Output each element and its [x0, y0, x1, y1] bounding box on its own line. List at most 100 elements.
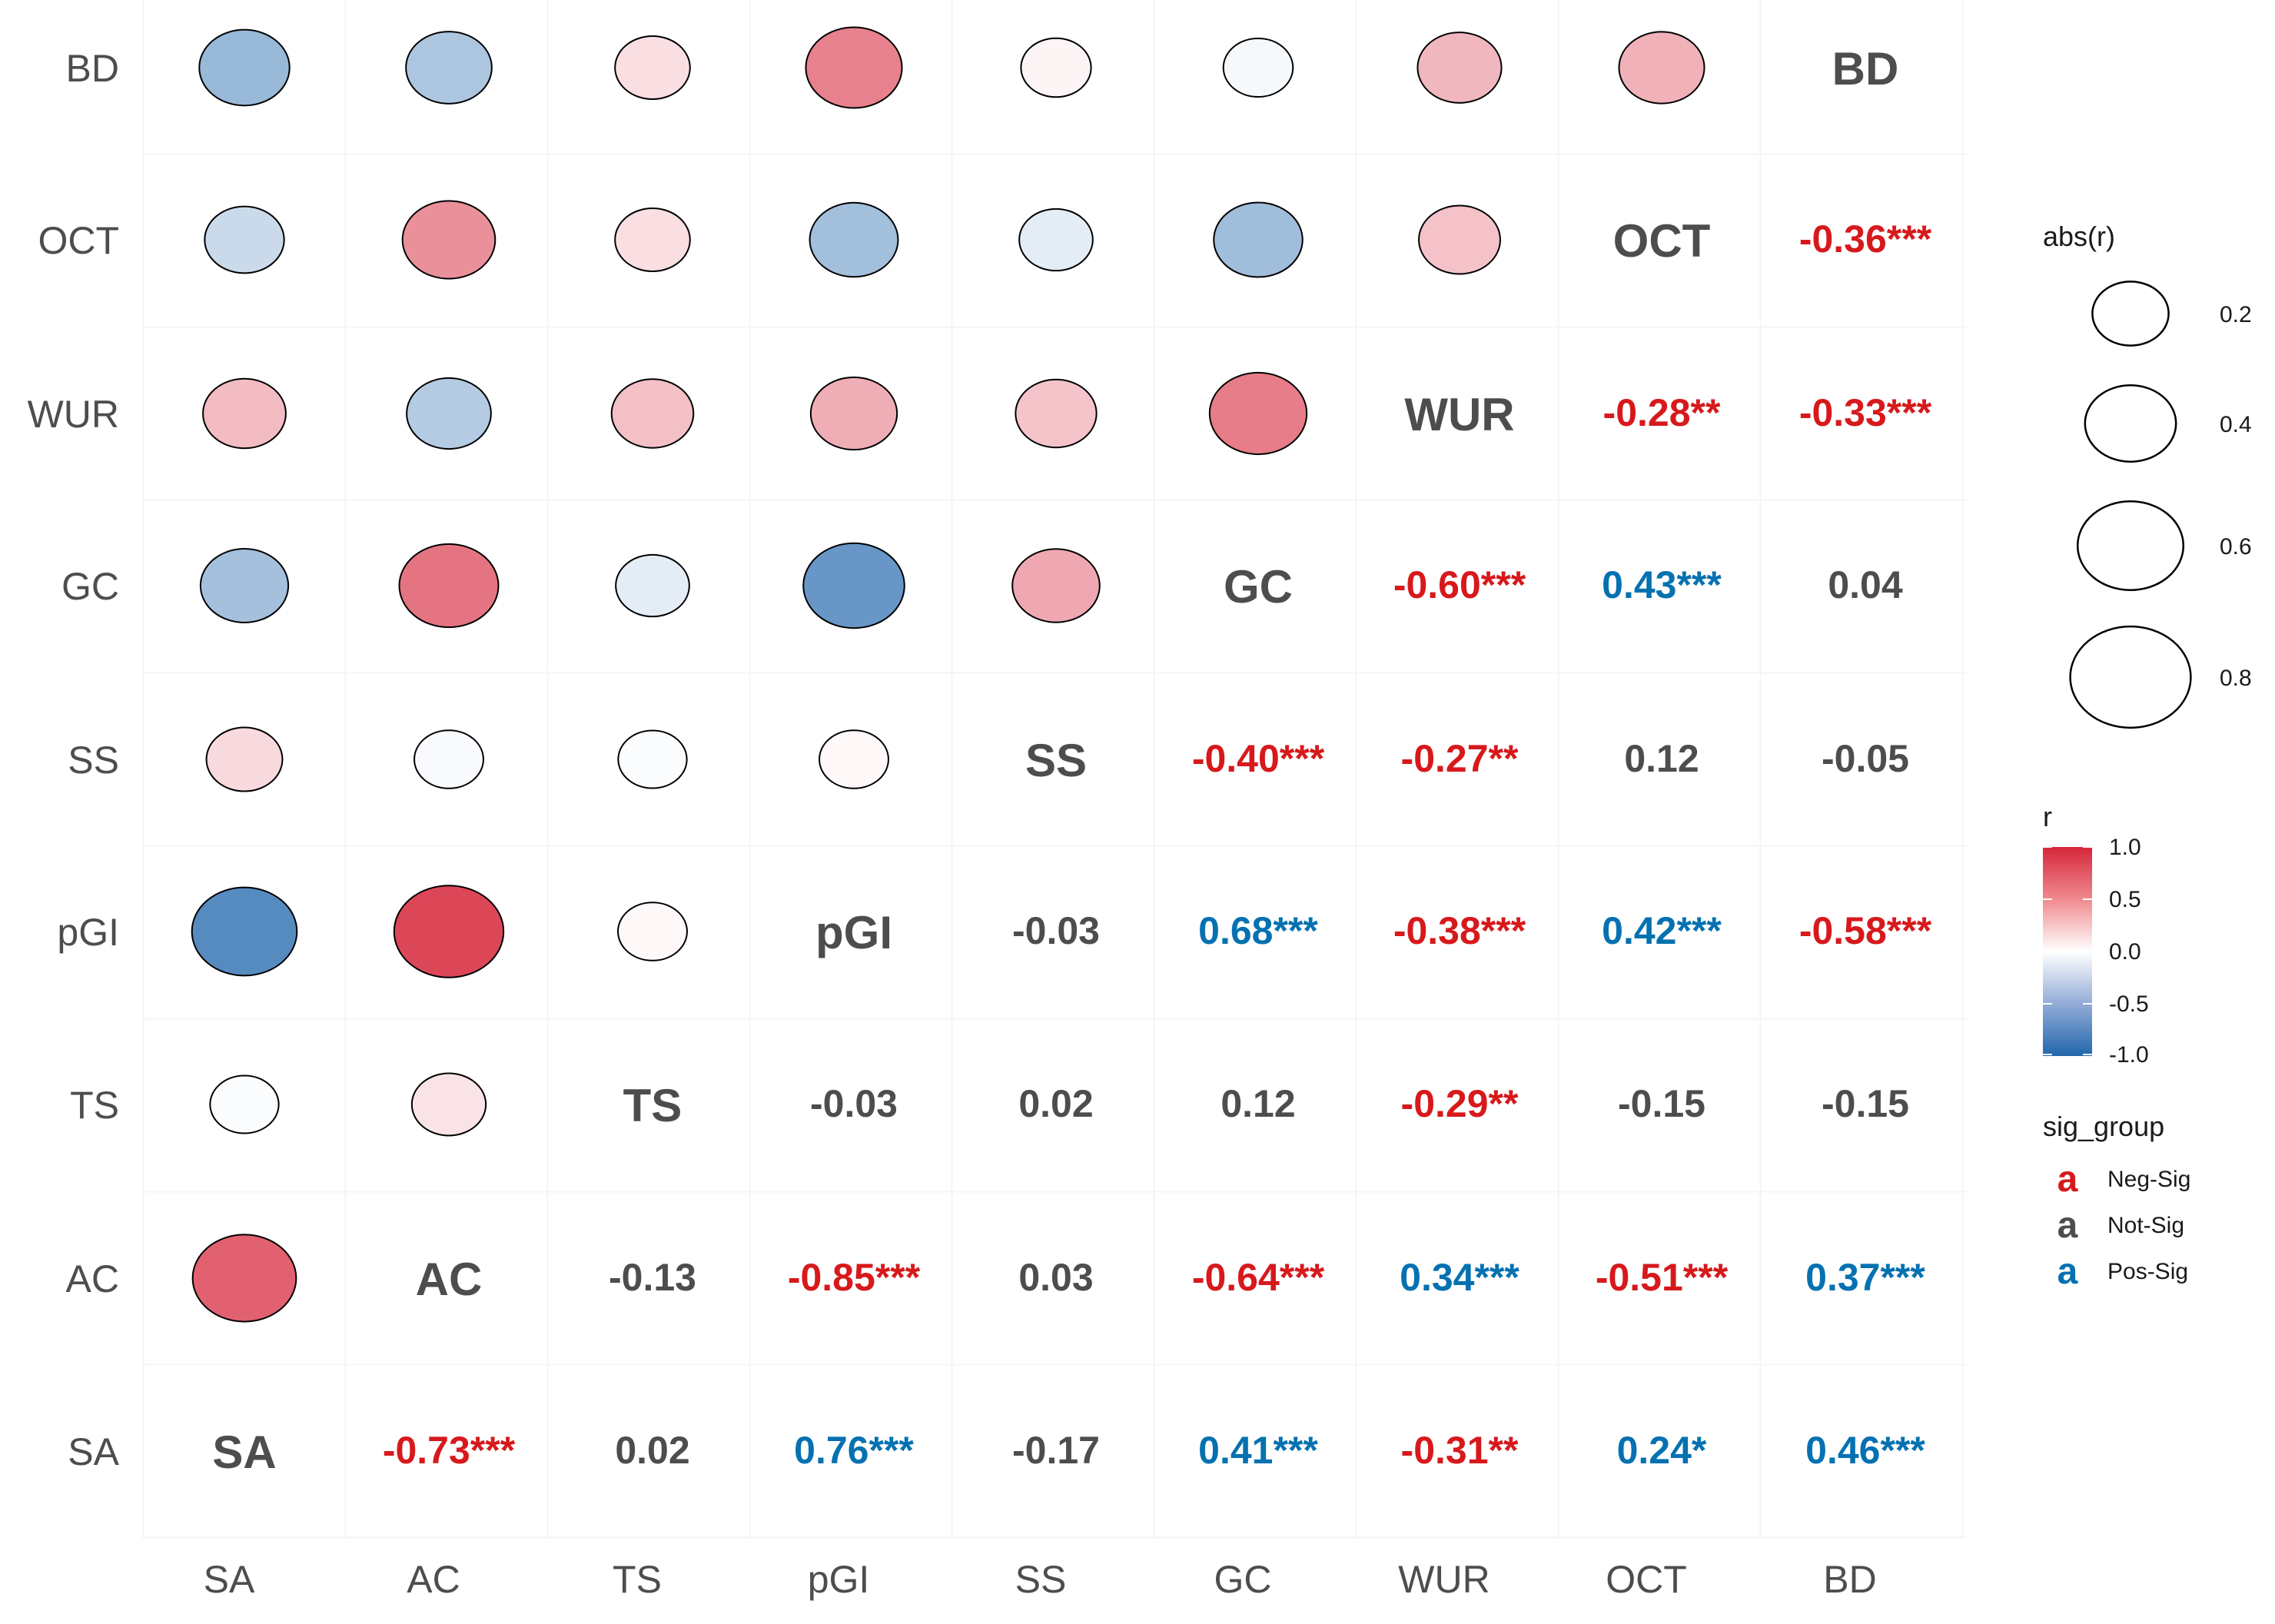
coefficient-label: -0.15 [1822, 1082, 1909, 1125]
legend-color-title: r [2043, 801, 2052, 832]
legend-color-tick-label: -0.5 [2109, 991, 2149, 1017]
legend-color-tick-label: -1.0 [2109, 1042, 2149, 1068]
legend-color-ticks: 1.0 0.5 0.0 -0.5 -1.0 [2043, 835, 2149, 1068]
column-label: TS [613, 1558, 662, 1601]
column-label: GC [1214, 1558, 1272, 1601]
column-label: SS [1015, 1558, 1067, 1601]
legend-color-tick-label: 0.5 [2109, 887, 2141, 912]
coefficient-label: 0.42*** [1602, 909, 1722, 952]
column-label: pGI [808, 1558, 870, 1601]
coefficient-label: -0.64*** [1192, 1256, 1325, 1299]
coefficient-label: -0.60*** [1393, 563, 1526, 606]
legend-size-circle [2069, 625, 2192, 729]
correlation-circle [410, 1072, 487, 1137]
coefficient-label: 0.02 [1018, 1082, 1093, 1125]
coefficient-label: -0.51*** [1596, 1256, 1729, 1299]
coefficient-label: -0.17 [1012, 1429, 1100, 1472]
coefficient-label: 0.02 [615, 1429, 689, 1472]
coefficient-label: -0.03 [1012, 909, 1100, 952]
legend-size-label: 0.8 [2220, 666, 2252, 691]
legend-size-keys: 0.2 0.4 0.6 0.8 [2069, 281, 2252, 729]
column-axis-labels: SA AC TS pGI SS GC WUR OCT BD [204, 1558, 1877, 1601]
correlation-circle [413, 729, 484, 789]
coefficient-labels: -0.73*** 0.02 -0.13 0.76*** -0.85*** -0.03 -0.… [383, 218, 1932, 1472]
coefficient-label: 0.41*** [1198, 1429, 1318, 1472]
correlation-circle [614, 35, 691, 100]
row-label: AC [66, 1257, 119, 1300]
row-label: BD [66, 47, 119, 90]
coefficient-label: 0.68*** [1198, 909, 1318, 952]
diagonal-label: WUR [1404, 389, 1514, 440]
diagonal-labels: SA AC TS pGI SS GC WUR OCT BD [212, 43, 1898, 1478]
circle-glyphs [191, 26, 1705, 1323]
coefficient-label: 0.46*** [1805, 1429, 1925, 1472]
correlation-circle [614, 208, 691, 272]
correlation-circle [1020, 37, 1092, 98]
legend-color-tick-label: 1.0 [2109, 835, 2141, 860]
row-label: TS [70, 1084, 119, 1127]
coefficient-label: 0.76*** [794, 1429, 914, 1472]
legend-size-circle [2076, 500, 2185, 592]
row-axis-labels: SA AC TS pGI SS GC WUR OCT BD [28, 47, 120, 1473]
legend-size-label: 0.6 [2220, 534, 2252, 560]
correlation-circle [617, 902, 688, 961]
row-label: WUR [28, 393, 119, 436]
legend-sig-label: Pos-Sig [2107, 1259, 2188, 1284]
correlation-circle [199, 548, 290, 623]
coefficient-label: -0.28** [1603, 391, 1721, 434]
correlation-circle [1213, 201, 1304, 278]
correlation-circle [209, 1074, 280, 1134]
diagonal-label: GC [1224, 561, 1293, 613]
legend-sig-title: sig_group [2043, 1111, 2164, 1142]
row-label: SS [68, 739, 119, 782]
row-label: OCT [38, 219, 119, 262]
row-label: GC [61, 565, 119, 608]
correlation-circle [802, 542, 905, 629]
legend-size-circle [2091, 281, 2170, 347]
correlation-circle [1222, 37, 1294, 98]
coefficient-label: -0.85*** [788, 1256, 921, 1299]
correlation-circle [1618, 31, 1705, 105]
correlation-circle [405, 31, 493, 105]
legend-color-tick-label: 0.0 [2109, 939, 2141, 965]
diagonal-label: pGI [815, 907, 892, 958]
coefficient-label: -0.13 [609, 1256, 696, 1299]
coefficient-label: 0.34*** [1400, 1256, 1519, 1299]
coefficient-label: -0.05 [1822, 737, 1909, 780]
row-label: pGI [57, 911, 119, 954]
coefficient-label: -0.73*** [383, 1429, 516, 1472]
correlation-circle [809, 201, 899, 278]
legend-sig-glyph: a [2057, 1251, 2078, 1292]
coefficient-label: -0.33*** [1799, 391, 1932, 434]
correlation-circle [202, 377, 287, 450]
column-label: WUR [1398, 1558, 1490, 1601]
correlation-circle [1208, 371, 1308, 456]
coefficient-label: 0.04 [1828, 563, 1903, 606]
diagonal-label: SA [212, 1426, 276, 1478]
coefficient-label: -0.40*** [1192, 737, 1325, 780]
correlation-circle [1418, 204, 1501, 275]
correlation-circle [610, 378, 695, 449]
column-label: BD [1823, 1558, 1876, 1601]
coefficient-label: 0.24* [1617, 1429, 1707, 1472]
correlation-circle [617, 729, 688, 789]
diagonal-label: BD [1832, 43, 1899, 95]
legend-sig-label: Not-Sig [2107, 1213, 2184, 1238]
correlation-circle [198, 28, 291, 107]
correlation-circle [191, 886, 298, 977]
coefficient-label: -0.03 [810, 1082, 898, 1125]
diagonal-label: TS [623, 1080, 682, 1131]
correlation-circle [191, 1234, 297, 1323]
diagonal-label: SS [1025, 735, 1087, 786]
coefficient-label: 0.43*** [1602, 563, 1722, 606]
correlation-circle [805, 26, 903, 109]
coefficient-label: 0.03 [1018, 1256, 1093, 1299]
coefficient-label: -0.58*** [1799, 909, 1932, 952]
coefficient-label: -0.29** [1401, 1082, 1519, 1125]
legend-sig-glyph: a [2057, 1159, 2078, 1200]
correlation-circle [615, 553, 690, 618]
legend-size-label: 0.4 [2220, 412, 2252, 437]
correlation-circle [401, 200, 497, 280]
coefficient-label: -0.15 [1618, 1082, 1705, 1125]
